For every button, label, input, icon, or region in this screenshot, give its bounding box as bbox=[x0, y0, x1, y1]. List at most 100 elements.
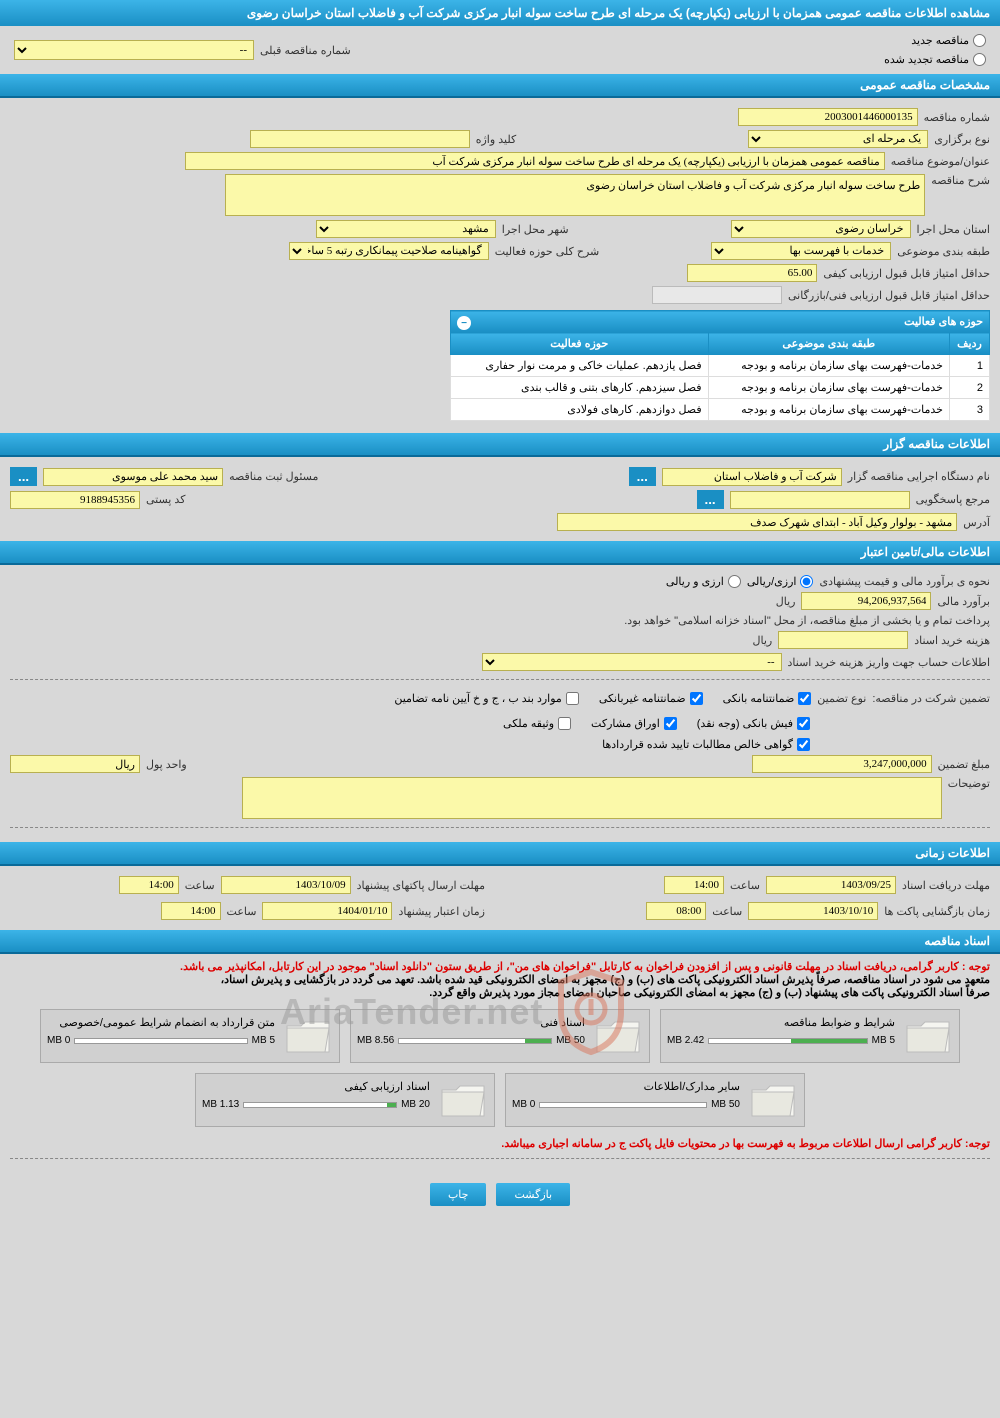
doc-title: سایر مدارک/اطلاعات bbox=[512, 1080, 740, 1093]
section-organizer: اطلاعات مناقصه گزار bbox=[0, 433, 1000, 457]
check-securities[interactable]: اوراق مشارکت bbox=[591, 717, 677, 730]
doc-title: متن قرارداد به انضمام شرایط عمومی/خصوصی bbox=[47, 1016, 275, 1029]
min-qual-input[interactable] bbox=[687, 264, 817, 282]
open-date[interactable] bbox=[748, 902, 878, 920]
radio-arz-rial[interactable]: ارزی/ریالی bbox=[747, 575, 814, 588]
org-input[interactable] bbox=[662, 468, 842, 486]
progress-bar bbox=[74, 1038, 247, 1044]
check-certified[interactable]: گواهی خالص مطالبات تایید شده قراردادها bbox=[602, 738, 810, 751]
desc-textarea[interactable] bbox=[225, 174, 925, 216]
validity-time[interactable] bbox=[161, 902, 221, 920]
doc-receive-date[interactable] bbox=[766, 876, 896, 894]
table-row: 1خدمات-فهرست بهای سازمان برنامه و بودجهف… bbox=[451, 355, 990, 377]
title-label: عنوان/موضوع مناقصه bbox=[891, 155, 990, 168]
activity-desc-label: شرح کلی حوزه فعالیت bbox=[495, 245, 600, 258]
tender-no-input[interactable] bbox=[738, 108, 918, 126]
separator bbox=[10, 827, 990, 828]
org-label: نام دستگاه اجرایی مناقصه گزار bbox=[848, 470, 990, 483]
print-button[interactable]: چاپ bbox=[430, 1183, 487, 1206]
section-documents: اسناد مناقصه bbox=[0, 930, 1000, 954]
account-select[interactable]: -- bbox=[482, 653, 782, 671]
check-nonbank[interactable]: ضمانتنامه غیربانکی bbox=[599, 692, 703, 705]
activity-desc-select[interactable]: گواهینامه صلاحیت پیمانکاری رتبه 5 ساختما… bbox=[289, 242, 489, 260]
prev-number-label: شماره مناقصه قبلی bbox=[260, 44, 351, 57]
document-box[interactable]: شرایط و ضوابط مناقصه 5 MB 2.42 MB bbox=[660, 1009, 960, 1063]
doc-used: 8.56 MB bbox=[357, 1035, 394, 1046]
tender-mode-row: مناقصه جدید مناقصه تجدید شده شماره مناقص… bbox=[0, 26, 1000, 74]
subject-class-select[interactable]: خدمات با فهرست بها bbox=[711, 242, 891, 260]
doc-fee-input[interactable] bbox=[778, 631, 908, 649]
document-box[interactable]: متن قرارداد به انضمام شرایط عمومی/خصوصی … bbox=[40, 1009, 340, 1063]
doc-title: اسناد ارزیابی کیفی bbox=[202, 1080, 430, 1093]
bid-send-time[interactable] bbox=[119, 876, 179, 894]
title-input[interactable] bbox=[185, 152, 885, 170]
activity-table: حوزه های فعالیت − ردیف طبقه بندی موضوعی … bbox=[450, 310, 990, 421]
city-select[interactable]: مشهد bbox=[316, 220, 496, 238]
guarantee-amount-input[interactable] bbox=[752, 755, 932, 773]
progress-bar bbox=[708, 1038, 867, 1044]
estimate-input[interactable] bbox=[801, 592, 931, 610]
responsible-label: مسئول ثبت مناقصه bbox=[229, 470, 318, 483]
check-bank[interactable]: ضمانتنامه بانکی bbox=[723, 692, 812, 705]
document-box[interactable]: سایر مدارک/اطلاعات 50 MB 0 MB bbox=[505, 1073, 805, 1127]
guarantee-label: تضمین شرکت در مناقصه: bbox=[872, 692, 990, 705]
doc-total: 50 MB bbox=[556, 1035, 585, 1046]
guarantee-type-label: نوع تضمین bbox=[817, 692, 866, 705]
type-select[interactable]: یک مرحله ای bbox=[748, 130, 928, 148]
open-time[interactable] bbox=[646, 902, 706, 920]
doc-note3: صرفاً اسناد الکترونیکی پاکت های پیشنهاد … bbox=[10, 986, 990, 999]
col-class: طبقه بندی موضوعی bbox=[708, 333, 949, 355]
min-tech-input[interactable] bbox=[652, 286, 782, 304]
radio-new-tender[interactable]: مناقصه جدید bbox=[884, 34, 986, 47]
collapse-icon[interactable]: − bbox=[457, 316, 471, 330]
responsible-lookup-button[interactable]: ... bbox=[10, 467, 37, 486]
radio-new-input[interactable] bbox=[973, 34, 986, 47]
check-property[interactable]: وثیقه ملکی bbox=[503, 717, 571, 730]
radio-renewed-tender[interactable]: مناقصه تجدید شده bbox=[884, 53, 986, 66]
bid-send-date[interactable] bbox=[221, 876, 351, 894]
doc-used: 0 MB bbox=[512, 1099, 535, 1110]
progress-bar bbox=[243, 1102, 397, 1108]
doc-total: 5 MB bbox=[872, 1035, 895, 1046]
document-box[interactable]: اسناد ارزیابی کیفی 20 MB 1.13 MB bbox=[195, 1073, 495, 1127]
payment-note: پرداخت تمام و یا بخشی از مبلغ مناقصه، از… bbox=[624, 614, 990, 627]
doc-title: شرایط و ضوابط مناقصه bbox=[667, 1016, 895, 1029]
validity-date[interactable] bbox=[262, 902, 392, 920]
col-field: حوزه فعالیت bbox=[451, 333, 709, 355]
unit-input[interactable] bbox=[10, 755, 140, 773]
province-select[interactable]: خراسان رضوی bbox=[731, 220, 911, 238]
radio-renewed-input[interactable] bbox=[973, 53, 986, 66]
postal-input[interactable] bbox=[10, 491, 140, 509]
respond-lookup-button[interactable]: ... bbox=[697, 490, 724, 509]
keyword-input[interactable] bbox=[250, 130, 470, 148]
separator bbox=[10, 679, 990, 680]
doc-fee-label: هزینه خرید اسناد bbox=[914, 634, 990, 647]
folder-icon bbox=[748, 1080, 798, 1120]
doc-receive-time[interactable] bbox=[664, 876, 724, 894]
doc-note2: متعهد می شود در اسناد مناقصه، صرفاً پذیر… bbox=[10, 973, 990, 986]
prev-number-select[interactable]: -- bbox=[14, 40, 254, 60]
address-input[interactable] bbox=[557, 513, 957, 531]
org-lookup-button[interactable]: ... bbox=[629, 467, 656, 486]
respond-input[interactable] bbox=[730, 491, 910, 509]
back-button[interactable]: بازگشت bbox=[496, 1183, 570, 1206]
validity-label: زمان اعتبار پیشنهاد bbox=[398, 905, 485, 918]
city-label: شهر محل اجرا bbox=[502, 223, 569, 236]
check-cash[interactable]: فیش بانکی (وجه نقد) bbox=[697, 717, 810, 730]
address-label: آدرس bbox=[963, 516, 990, 529]
estimate-label: برآورد مالی bbox=[937, 595, 990, 608]
subject-class-label: طبقه بندی موضوعی bbox=[897, 245, 990, 258]
radio-arz-and-rial[interactable]: ارزی و ریالی bbox=[666, 575, 741, 588]
method-label: نحوه ی برآورد مالی و قیمت پیشنهادی bbox=[819, 575, 990, 588]
check-regs[interactable]: موارد بند ب ، ج و خ آیین نامه تضامین bbox=[394, 692, 578, 705]
min-qual-label: حداقل امتیاز قابل قبول ارزیابی کیفی bbox=[823, 267, 990, 280]
remarks-textarea[interactable] bbox=[242, 777, 942, 819]
activity-table-header: حوزه های فعالیت bbox=[904, 316, 983, 328]
document-box[interactable]: اسناد فنی 50 MB 8.56 MB bbox=[350, 1009, 650, 1063]
section-financial: اطلاعات مالی/تامین اعتبار bbox=[0, 541, 1000, 565]
currency-label: ریال bbox=[776, 595, 796, 608]
account-label: اطلاعات حساب جهت واریز هزینه خرید اسناد bbox=[788, 656, 990, 669]
radio-renewed-label: مناقصه تجدید شده bbox=[884, 53, 969, 66]
responsible-input[interactable] bbox=[43, 468, 223, 486]
section-timing: اطلاعات زمانی bbox=[0, 842, 1000, 866]
